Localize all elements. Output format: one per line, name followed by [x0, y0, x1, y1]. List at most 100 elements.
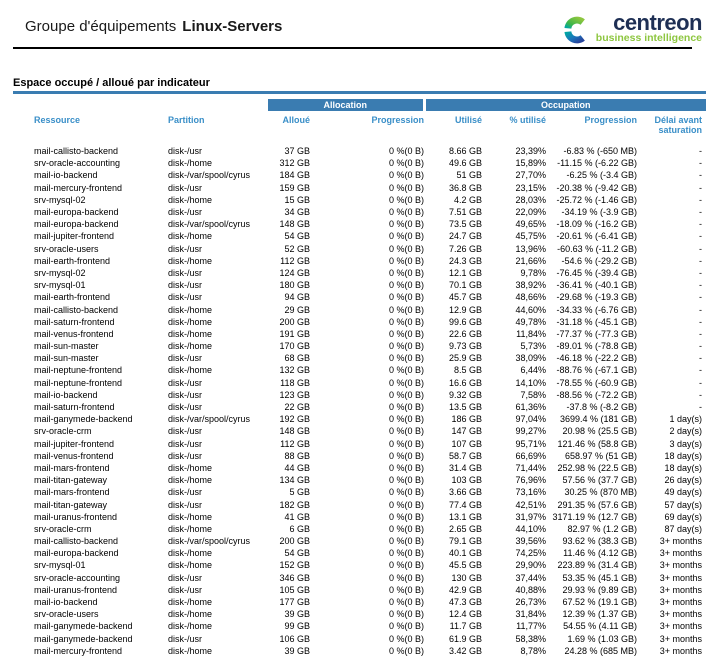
- cell-alloue: 170 GB: [279, 341, 310, 352]
- centreon-logo-text: centreon business intelligence: [596, 12, 703, 44]
- cell-alloue: 15 GB: [284, 194, 310, 205]
- cell-pct-utilise: 74,25%: [515, 548, 547, 559]
- cell-pct-utilise: 6,44%: [520, 365, 547, 376]
- cell-pct-utilise: 7,58%: [520, 389, 547, 400]
- cell-alloue: 44 GB: [284, 462, 310, 473]
- cell-partition: disk-/home: [168, 231, 213, 242]
- cell-partition: disk-/var/spool/cyrus: [168, 170, 251, 181]
- cell-progression-occupation: -60.63 % (-11.2 GB): [557, 243, 638, 254]
- cell-progression-allocation: 0 %(0 B): [389, 207, 425, 218]
- cell-ressource: srv-oracle-crm: [34, 426, 92, 437]
- cell-partition: disk-/home: [168, 560, 213, 571]
- cell-partition: disk-/usr: [168, 499, 203, 510]
- cell-utilise: 11.7 GB: [449, 621, 483, 632]
- cell-ressource: mail-uranus-frontend: [34, 511, 118, 522]
- cell-progression-occupation: 57.56 % (37.7 GB): [562, 475, 638, 486]
- cell-pct-utilise: 76,96%: [515, 475, 547, 486]
- cell-progression-occupation: 93.62 % (38.3 GB): [562, 536, 638, 547]
- cell-delai-saturation: -: [699, 243, 703, 254]
- cell-alloue: 148 GB: [279, 219, 310, 230]
- cell-ressource: mail-saturn-frontend: [34, 402, 115, 413]
- cell-progression-occupation: -25.72 % (-1.46 GB): [556, 194, 638, 205]
- cell-partition: disk-/home: [168, 316, 213, 327]
- table-row: mail-io-backend disk-/home 177 GB 0 %(0 …: [13, 596, 706, 608]
- cell-progression-allocation: 0 %(0 B): [389, 523, 425, 534]
- table-row: mail-europa-backend disk-/var/spool/cyru…: [13, 218, 706, 230]
- cell-partition: disk-/home: [168, 548, 213, 559]
- table-row: mail-jupiter-frontend disk-/usr 112 GB 0…: [13, 438, 706, 450]
- cell-alloue: 182 GB: [279, 499, 310, 510]
- cell-progression-occupation: -18.09 % (-16.2 GB): [556, 219, 638, 230]
- cell-alloue: 132 GB: [279, 365, 310, 376]
- cell-ressource: mail-mars-frontend: [34, 462, 110, 473]
- cell-partition: disk-/home: [168, 609, 213, 620]
- cell-ressource: mail-neptune-frontend: [34, 365, 123, 376]
- cell-progression-allocation: 0 %(0 B): [389, 572, 425, 583]
- cell-progression-occupation: -37.8 % (-8.2 GB): [566, 402, 638, 413]
- cell-pct-utilise: 71,44%: [515, 462, 547, 473]
- cell-alloue: 106 GB: [279, 633, 310, 644]
- cell-alloue: 200 GB: [279, 316, 310, 327]
- cell-progression-occupation: -34.33 % (-6.76 GB): [556, 304, 638, 315]
- cell-progression-occupation: 121.46 % (58.8 GB): [557, 438, 638, 449]
- col-header-progression-occupation: Progression: [584, 115, 638, 125]
- cell-progression-allocation: 0 %(0 B): [389, 243, 425, 254]
- cell-progression-occupation: -20.61 % (-6.41 GB): [556, 231, 638, 242]
- cell-utilise: 51 GB: [456, 170, 483, 181]
- cell-progression-allocation: 0 %(0 B): [389, 609, 425, 620]
- cell-delai-saturation: 3+ months: [659, 536, 703, 547]
- table-row: srv-oracle-crm disk-/home 6 GB 0 %(0 B) …: [13, 523, 706, 535]
- cell-utilise: 4.2 GB: [454, 194, 483, 205]
- cell-pct-utilise: 15,89%: [515, 158, 547, 169]
- cell-utilise: 3.66 GB: [448, 487, 483, 498]
- cell-utilise: 147 GB: [451, 426, 483, 437]
- cell-progression-occupation: -89.01 % (-78.8 GB): [556, 341, 638, 352]
- cell-utilise: 45.5 GB: [448, 560, 483, 571]
- cell-utilise: 31.4 GB: [448, 462, 483, 473]
- cell-progression-allocation: 0 %(0 B): [389, 621, 425, 632]
- section-divider: [13, 91, 706, 94]
- cell-delai-saturation: -: [699, 365, 703, 376]
- cell-partition: disk-/usr: [168, 182, 203, 193]
- cell-utilise: 12.9 GB: [448, 304, 483, 315]
- cell-delai-saturation: 3+ months: [659, 645, 703, 656]
- cell-ressource: mail-saturn-frontend: [34, 316, 115, 327]
- cell-delai-saturation: 3+ months: [659, 560, 703, 571]
- table-body: mail-callisto-backend disk-/usr 37 GB 0 …: [13, 145, 706, 657]
- cell-ressource: mail-io-backend: [34, 170, 98, 181]
- cell-utilise: 3.42 GB: [448, 645, 483, 656]
- cell-pct-utilise: 40,88%: [515, 584, 547, 595]
- cell-progression-occupation: 223.89 % (31.4 GB): [557, 560, 638, 571]
- cell-progression-allocation: 0 %(0 B): [389, 389, 425, 400]
- cell-partition: disk-/usr: [168, 207, 203, 218]
- cell-utilise: 49.6 GB: [448, 158, 483, 169]
- cell-delai-saturation: -: [699, 341, 703, 352]
- cell-progression-allocation: 0 %(0 B): [389, 597, 425, 608]
- cell-partition: disk-/usr: [168, 402, 203, 413]
- cell-alloue: 312 GB: [279, 158, 310, 169]
- cell-ressource: srv-mysql-02: [34, 194, 86, 205]
- cell-progression-occupation: -88.76 % (-67.1 GB): [556, 365, 638, 376]
- cell-ressource: mail-titan-gateway: [34, 499, 108, 510]
- cell-progression-allocation: 0 %(0 B): [389, 487, 425, 498]
- cell-pct-utilise: 9,78%: [520, 267, 547, 278]
- cell-progression-allocation: 0 %(0 B): [389, 536, 425, 547]
- cell-progression-occupation: 54.55 % (4.11 GB): [563, 621, 638, 632]
- cell-ressource: mail-venus-frontend: [34, 450, 114, 461]
- centreon-c-icon: [564, 16, 585, 44]
- cell-partition: disk-/home: [168, 475, 213, 486]
- cell-ressource: mail-sun-master: [34, 341, 99, 352]
- table-row: mail-ganymede-backend disk-/home 99 GB 0…: [13, 620, 706, 632]
- cell-utilise: 103 GB: [451, 475, 483, 486]
- cell-ressource: mail-mercury-frontend: [34, 645, 123, 656]
- cell-pct-utilise: 44,10%: [515, 523, 547, 534]
- cell-partition: disk-/usr: [168, 487, 203, 498]
- cell-alloue: 94 GB: [284, 292, 310, 303]
- cell-progression-allocation: 0 %(0 B): [389, 402, 425, 413]
- table-row: srv-oracle-accounting disk-/usr 346 GB 0…: [13, 572, 706, 584]
- cell-progression-occupation: 29.93 % (9.89 GB): [562, 584, 638, 595]
- cell-progression-occupation: 11.46 % (4.12 GB): [563, 548, 638, 559]
- cell-progression-allocation: 0 %(0 B): [389, 304, 425, 315]
- cell-partition: disk-/usr: [168, 389, 203, 400]
- cell-pct-utilise: 23,39%: [515, 146, 547, 157]
